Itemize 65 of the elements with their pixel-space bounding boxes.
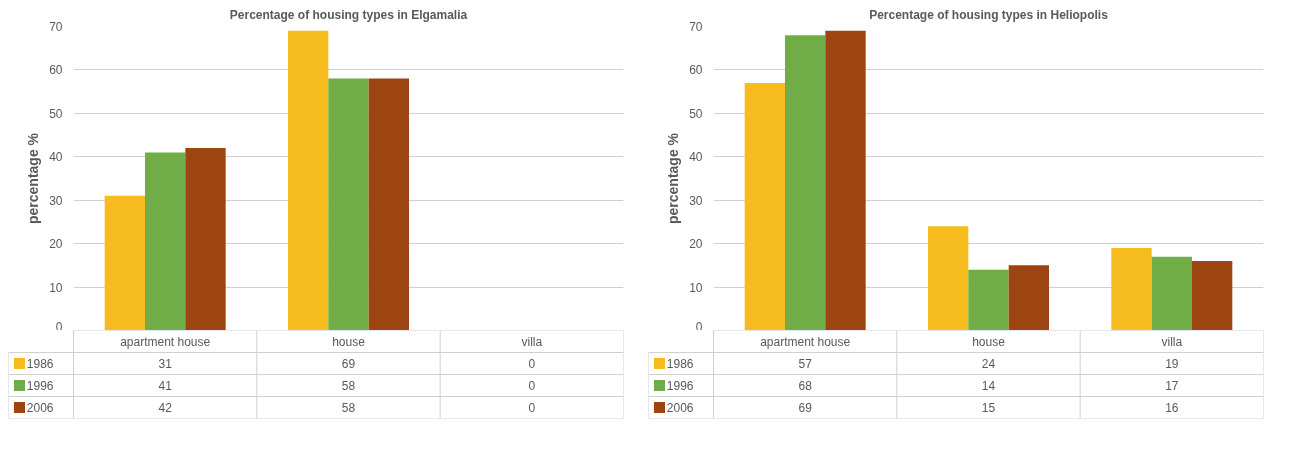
data-label: 69 <box>341 357 356 371</box>
bar <box>1192 261 1233 330</box>
y-tick-label: 30 <box>689 193 703 208</box>
bar <box>288 30 329 330</box>
chart-title: Percentage of housing types in Heliopolis <box>869 7 1109 22</box>
data-label: 57 <box>798 357 813 371</box>
bar <box>1111 247 1152 330</box>
y-tick-label: 20 <box>49 237 63 252</box>
category-label: apartment house <box>120 334 211 349</box>
bar <box>1151 256 1192 330</box>
data-label: 58 <box>341 401 356 415</box>
legend-label: 2006 <box>666 401 694 415</box>
y-tick-label: 60 <box>689 63 703 78</box>
y-tick-label: 40 <box>49 150 63 165</box>
bar <box>968 269 1009 330</box>
bar <box>104 195 145 330</box>
data-label: 19 <box>1165 357 1179 371</box>
data-label: 24 <box>981 357 996 371</box>
bar <box>825 30 866 330</box>
legend-label: 2006 <box>26 401 54 415</box>
data-label: 31 <box>158 357 173 371</box>
bar <box>185 148 226 330</box>
data-label: 16 <box>1165 401 1179 415</box>
bar <box>328 78 369 330</box>
y-tick-label: 0 <box>695 319 703 334</box>
legend-label: 1996 <box>26 379 54 393</box>
y-tick-label: 40 <box>689 150 703 165</box>
category-label: villa <box>521 334 543 349</box>
bar <box>1008 265 1049 330</box>
data-label: 14 <box>981 379 996 393</box>
chart-title: Percentage of housing types in Elgamalia <box>229 7 468 22</box>
bar <box>785 35 826 330</box>
category-label: villa <box>1161 334 1183 349</box>
legend-label: 1986 <box>666 357 694 371</box>
legend-label: 1986 <box>26 357 54 371</box>
bar <box>744 82 785 330</box>
y-tick-label: 10 <box>689 280 703 295</box>
data-label: 0 <box>528 357 536 371</box>
data-label: 15 <box>981 401 996 415</box>
bar <box>145 152 186 330</box>
y-tick-label: 30 <box>49 193 63 208</box>
y-axis-title: percentage % <box>665 132 682 225</box>
y-tick-label: 50 <box>689 106 703 121</box>
y-tick-label: 20 <box>689 237 703 252</box>
data-label: 68 <box>798 379 813 393</box>
data-label: 17 <box>1165 379 1179 393</box>
data-label: 69 <box>798 401 813 415</box>
category-label: house <box>972 334 1005 349</box>
legend-label: 1996 <box>666 379 694 393</box>
data-label: 42 <box>158 401 173 415</box>
data-label: 0 <box>528 401 536 415</box>
data-label: 0 <box>528 379 536 393</box>
category-label: house <box>332 334 365 349</box>
y-tick-label: 60 <box>49 63 63 78</box>
y-tick-label: 0 <box>55 319 63 334</box>
y-axis-title: percentage % <box>25 132 42 225</box>
y-tick-label: 70 <box>49 20 63 34</box>
data-label: 41 <box>158 379 173 393</box>
data-label: 58 <box>341 379 356 393</box>
y-tick-label: 70 <box>689 20 703 34</box>
y-tick-label: 50 <box>49 106 63 121</box>
category-label: apartment house <box>760 334 851 349</box>
y-tick-label: 10 <box>49 280 63 295</box>
bar <box>928 226 969 330</box>
bar <box>368 78 409 330</box>
